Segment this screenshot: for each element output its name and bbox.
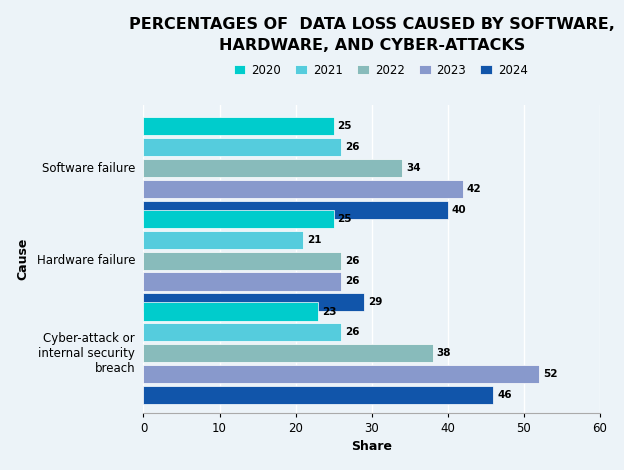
Bar [144, 293, 364, 312]
Bar [144, 365, 539, 383]
Bar [144, 159, 402, 177]
Bar [144, 138, 341, 157]
Bar [144, 180, 463, 198]
Legend: 2020, 2021, 2022, 2023, 2024: 2020, 2021, 2022, 2023, 2024 [229, 59, 533, 81]
Bar [144, 273, 341, 290]
Text: 26: 26 [345, 328, 359, 337]
Text: 52: 52 [543, 369, 557, 379]
Bar [144, 118, 334, 135]
Text: 46: 46 [497, 390, 512, 400]
Text: 25: 25 [338, 214, 352, 224]
Text: 38: 38 [436, 348, 451, 358]
Y-axis label: Cause: Cause [17, 238, 30, 280]
Bar [144, 386, 494, 404]
Text: 26: 26 [345, 256, 359, 266]
Bar [144, 251, 341, 270]
Text: 21: 21 [307, 235, 321, 245]
Bar [144, 303, 318, 321]
Bar [144, 210, 334, 228]
Text: 25: 25 [338, 121, 352, 132]
Text: 26: 26 [345, 142, 359, 152]
Text: 29: 29 [368, 298, 383, 307]
Text: 40: 40 [452, 205, 466, 215]
Text: 26: 26 [345, 276, 359, 287]
Text: 42: 42 [467, 184, 481, 194]
Bar [144, 323, 341, 342]
X-axis label: Share: Share [351, 440, 392, 454]
Title: PERCENTAGES OF  DATA LOSS CAUSED BY SOFTWARE,
HARDWARE, AND CYBER-ATTACKS: PERCENTAGES OF DATA LOSS CAUSED BY SOFTW… [129, 16, 615, 53]
Bar [144, 201, 448, 219]
Text: 34: 34 [406, 163, 421, 173]
Bar [144, 344, 432, 362]
Text: 23: 23 [322, 306, 337, 317]
Bar [144, 231, 303, 249]
